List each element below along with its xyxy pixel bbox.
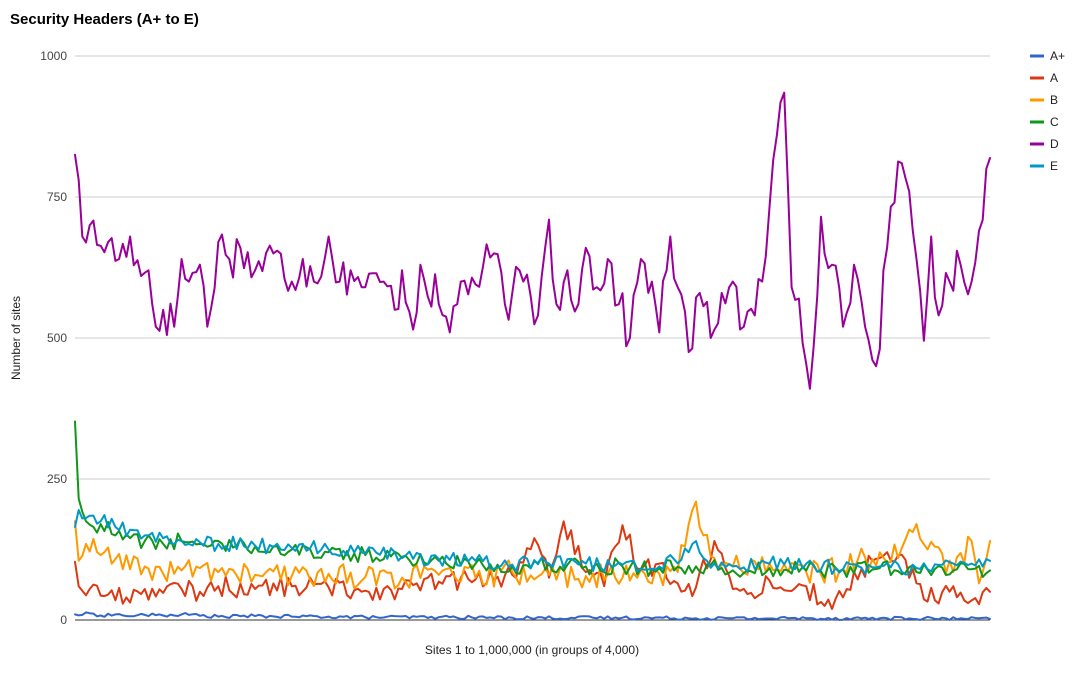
series-line-d: [74, 91, 991, 390]
series-line-c: [74, 420, 991, 579]
y-axis-ticks: 0 250 500 750 1000: [40, 49, 67, 627]
series-line-e: [74, 509, 991, 576]
series-line-b: [74, 500, 991, 590]
series-lines: [74, 91, 991, 621]
y-tick-label-0: 0: [60, 613, 67, 627]
legend-label-a-plus: A+: [1050, 49, 1065, 63]
y-tick-label-750: 750: [47, 190, 67, 204]
y-tick-label-250: 250: [47, 472, 67, 486]
legend-label-a: A: [1050, 71, 1058, 85]
chart-title: Security Headers (A+ to E): [10, 11, 199, 28]
y-tick-label-1000: 1000: [40, 49, 67, 63]
legend-label-e: E: [1050, 159, 1058, 173]
x-axis-label: Sites 1 to 1,000,000 (in groups of 4,000…: [425, 643, 639, 657]
y-axis-label: Number of sites: [9, 296, 23, 380]
series-line-a: [74, 520, 991, 610]
series-line-a-plus: [74, 611, 991, 621]
legend-label-b: B: [1050, 93, 1058, 107]
legend-label-d: D: [1050, 137, 1059, 151]
y-tick-label-500: 500: [47, 331, 67, 345]
legend-label-c: C: [1050, 115, 1059, 129]
grid: [75, 55, 990, 621]
